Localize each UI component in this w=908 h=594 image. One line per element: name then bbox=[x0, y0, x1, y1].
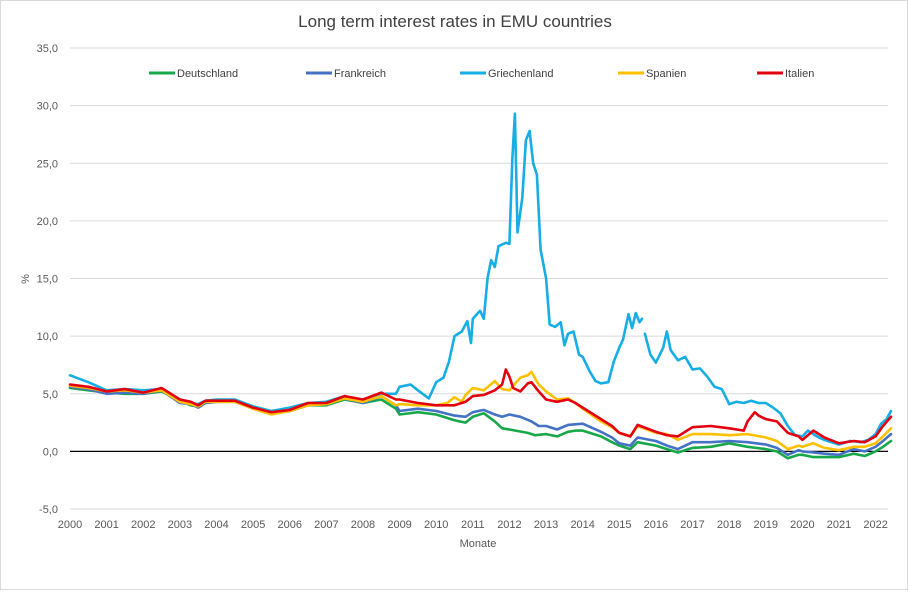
x-tick-label: 2008 bbox=[351, 519, 375, 531]
y-tick-label: 10,0 bbox=[37, 331, 58, 343]
x-tick-label: 2013 bbox=[534, 519, 558, 531]
series-line-griechenland bbox=[643, 330, 893, 446]
y-tick-label: 35,0 bbox=[37, 43, 58, 55]
x-axis-title: Monate bbox=[460, 538, 497, 550]
x-tick-label: 2011 bbox=[461, 519, 485, 531]
x-tick-label: 2009 bbox=[387, 519, 411, 531]
x-tick-label: 2020 bbox=[790, 519, 814, 531]
x-tick-label: 2015 bbox=[607, 519, 631, 531]
chart-title: Long term interest rates in EMU countrie… bbox=[298, 12, 612, 31]
x-tick-label: 2000 bbox=[58, 519, 82, 531]
x-tick-label: 2017 bbox=[680, 519, 704, 531]
y-axis-ticks: -5,0 0,0 5,0 10,0 15,0 20,0 25,0 30,0 35,0 bbox=[37, 43, 58, 516]
x-axis-ticks: 2000 2001 2002 2003 2004 2005 2006 2007 2008 2009… bbox=[58, 519, 888, 531]
x-tick-label: 2003 bbox=[168, 519, 192, 531]
y-tick-label: 25,0 bbox=[37, 158, 58, 170]
x-tick-label: 2021 bbox=[827, 519, 851, 531]
x-tick-label: 2022 bbox=[863, 519, 887, 531]
x-tick-label: 2014 bbox=[570, 519, 594, 531]
y-tick-label: 20,0 bbox=[37, 216, 58, 228]
x-tick-label: 2012 bbox=[497, 519, 521, 531]
legend-label-spanien: Spanien bbox=[646, 68, 686, 80]
x-tick-label: 2018 bbox=[717, 519, 741, 531]
x-tick-label: 2001 bbox=[94, 519, 118, 531]
series-line-italien bbox=[68, 368, 893, 445]
x-tick-label: 2010 bbox=[424, 519, 448, 531]
legend-label-italien: Italien bbox=[785, 68, 814, 80]
series-lines bbox=[68, 112, 893, 460]
legend-label-deutschland: Deutschland bbox=[177, 68, 238, 80]
series-line-griechenland bbox=[68, 112, 644, 413]
series-line-deutschland bbox=[68, 386, 893, 460]
y-tick-label: 15,0 bbox=[37, 274, 58, 286]
y-tick-label: 5,0 bbox=[43, 389, 58, 401]
x-tick-label: 2004 bbox=[204, 519, 228, 531]
legend-label-griechenland: Griechenland bbox=[488, 68, 553, 80]
y-tick-label: -5,0 bbox=[39, 504, 58, 516]
gridlines bbox=[70, 47, 888, 510]
legend-label-frankreich: Frankreich bbox=[334, 68, 386, 80]
x-tick-label: 2007 bbox=[314, 519, 338, 531]
x-tick-label: 2002 bbox=[131, 519, 155, 531]
x-tick-label: 2006 bbox=[277, 519, 301, 531]
x-tick-label: 2016 bbox=[644, 519, 668, 531]
y-axis-title: % bbox=[20, 274, 32, 284]
y-tick-label: 0,0 bbox=[43, 446, 58, 458]
x-tick-label: 2005 bbox=[241, 519, 265, 531]
x-tick-label: 2019 bbox=[754, 519, 778, 531]
y-tick-label: 30,0 bbox=[37, 101, 58, 113]
legend: Deutschland Frankreich Griechenland Spanien… bbox=[149, 68, 814, 80]
